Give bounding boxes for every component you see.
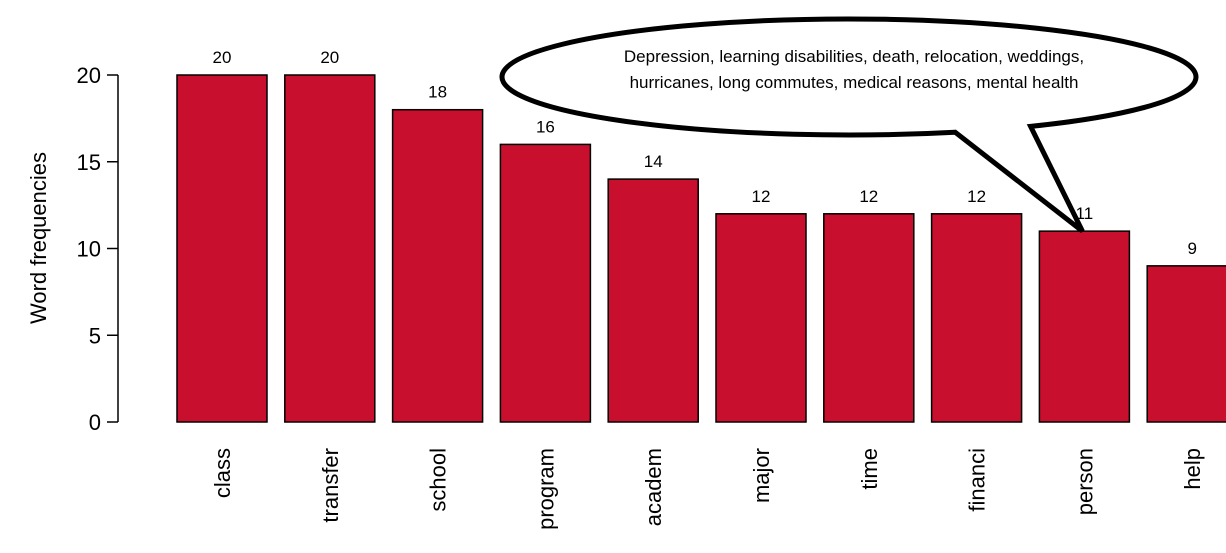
category-label: financi [965,448,990,512]
data-label: 20 [320,48,339,67]
bars [176,74,1226,423]
callout-text-line-1: Depression, learning disabilities, death… [624,47,1084,66]
data-label: 12 [967,187,986,206]
bar-transfer [284,74,376,423]
category-label: major [749,448,774,503]
y-tick-label: 5 [89,323,101,348]
category-label: school [426,448,451,512]
y-tick-label: 20 [77,63,101,88]
y-tick-label: 15 [77,150,101,175]
bar-financi [930,213,1023,423]
callout-bubble: Depression, learning disabilities, death… [499,16,1199,234]
data-labels: 20 20 18 16 14 12 12 12 11 9 [213,48,1197,258]
y-tick-label: 0 [89,410,101,435]
y-axis: 0 5 10 15 20 [77,63,119,435]
data-label: 20 [213,48,232,67]
callout-shape [499,16,1199,234]
data-label: 11 [1076,204,1094,223]
y-axis-title: Word frequencies [26,152,51,324]
category-label: help [1180,448,1205,490]
data-label: 12 [752,187,771,206]
bar-class [176,74,268,423]
bar-academ [607,178,699,423]
data-label: 12 [859,187,878,206]
data-label: 14 [644,152,663,171]
data-label: 18 [428,83,447,102]
category-label: academ [641,448,666,526]
bar-person [1038,230,1131,423]
category-label: program [533,448,558,530]
callout-text-line-2: hurricanes, long commutes, medical reaso… [630,73,1079,92]
bar-major [715,213,807,423]
data-label: 16 [536,117,555,136]
category-label: class [210,448,235,498]
bar-help [1146,265,1226,423]
category-labels: class transfer school program academ major tim… [210,448,1205,530]
data-label: 9 [1187,239,1196,258]
category-label: person [1072,448,1097,515]
bar-school [391,108,484,423]
bar-program [499,143,592,423]
y-tick-label: 10 [77,237,101,262]
bar-time [823,213,915,423]
category-label: time [857,448,882,490]
category-label: transfer [318,448,343,523]
